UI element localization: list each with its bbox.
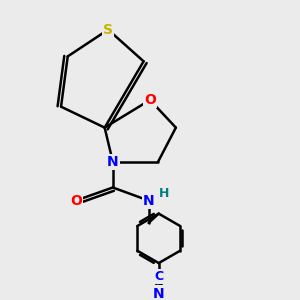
Text: O: O [144,93,156,107]
Text: S: S [103,23,113,37]
Text: N: N [143,194,154,208]
Text: H: H [158,187,169,200]
Text: C: C [154,270,163,283]
Text: N: N [153,286,164,300]
Text: N: N [107,154,118,169]
Text: O: O [70,194,82,208]
